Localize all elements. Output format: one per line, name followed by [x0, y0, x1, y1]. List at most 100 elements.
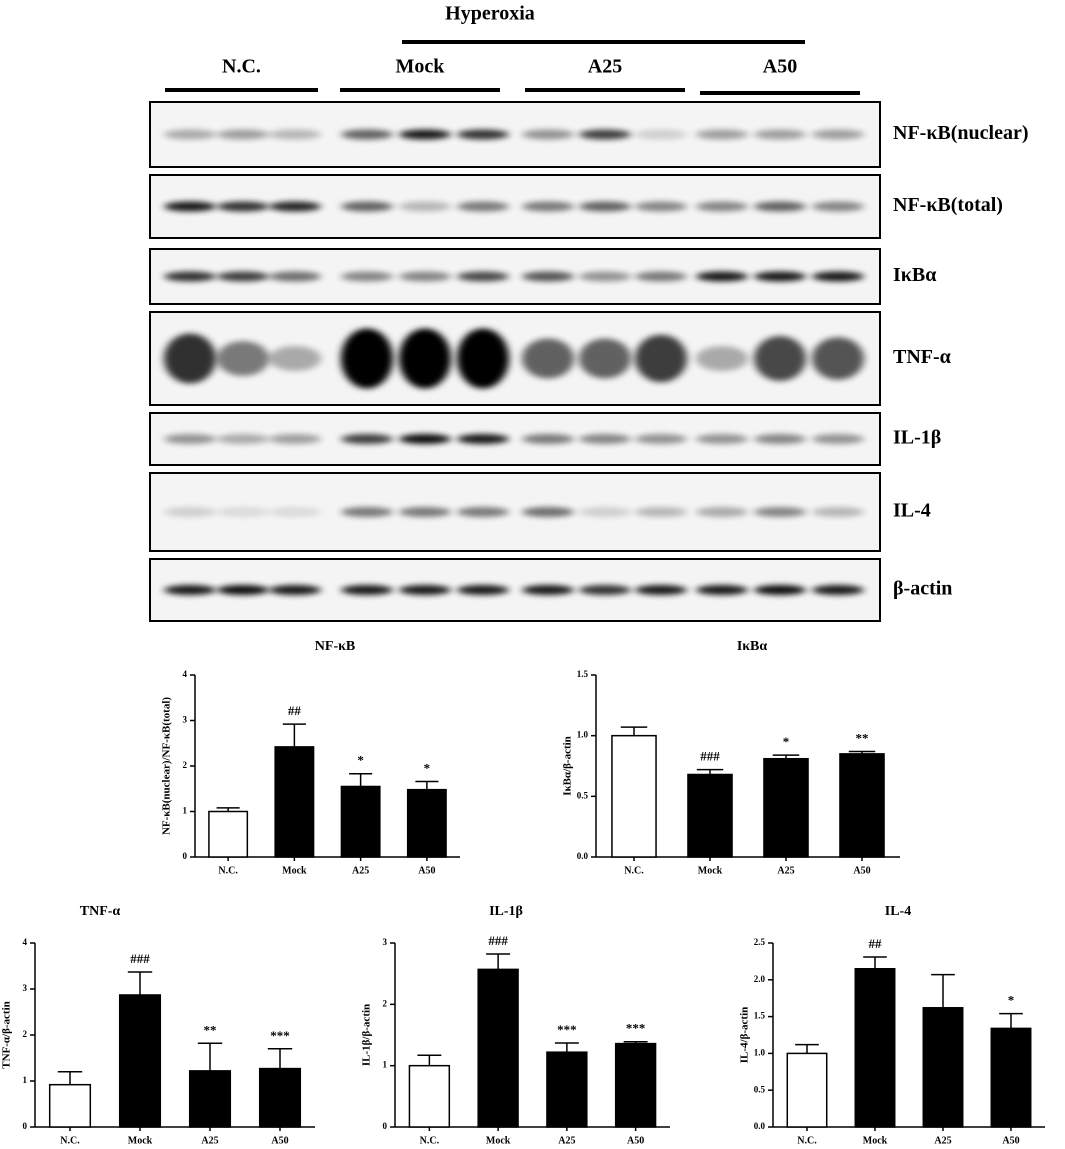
blot-band	[754, 585, 806, 595]
blot-band	[341, 129, 393, 140]
y-tick-label: 3	[23, 983, 28, 993]
error-bar	[696, 768, 724, 775]
x-tick-label: A50	[271, 1135, 288, 1146]
significance-label: *	[783, 734, 790, 749]
blot-band	[457, 585, 509, 595]
y-tick-label: 2.0	[754, 974, 766, 984]
error-bar	[282, 723, 306, 747]
x-tick-label: A50	[418, 865, 435, 876]
blot-band	[696, 129, 748, 140]
blot-band	[217, 585, 269, 595]
chart-title: NF-κB	[315, 639, 355, 654]
y-tick-label: 1.0	[754, 1047, 766, 1057]
blot-band	[696, 585, 748, 595]
blot-band	[217, 271, 269, 282]
blot-band	[635, 129, 687, 140]
blot-band	[217, 507, 269, 517]
error-bar	[623, 1041, 648, 1044]
blot-band	[164, 333, 216, 384]
blot-band	[269, 434, 321, 444]
blot-band	[635, 585, 687, 595]
blot-band	[164, 507, 216, 517]
blot-band	[399, 585, 451, 595]
blot-row-label: TNF-α	[893, 346, 951, 368]
x-tick-label: N.C.	[60, 1135, 80, 1146]
x-tick-label: Mock	[282, 865, 307, 876]
y-tick-label: 2	[183, 760, 188, 770]
x-tick-label: A25	[777, 865, 794, 876]
blot-row-label: NF-κB(nuclear)	[893, 122, 1029, 144]
blot-band	[217, 434, 269, 444]
x-tick-label: A50	[627, 1135, 644, 1146]
bar	[611, 734, 657, 858]
blot-band	[269, 129, 321, 140]
significance-label: *	[1008, 993, 1015, 1008]
blot-band	[164, 585, 216, 595]
y-tick-label: 3	[183, 715, 188, 725]
blot-band	[457, 507, 509, 517]
y-tick-label: 0.5	[754, 1084, 766, 1094]
blot-row-label: NF-κB(total)	[893, 194, 1003, 216]
blot-band	[341, 201, 393, 212]
group-label: Mock	[396, 56, 446, 78]
significance-label: ***	[626, 1021, 646, 1036]
blot-band	[341, 271, 393, 282]
group-label: A50	[763, 56, 797, 78]
y-tick-label: 0.0	[577, 851, 589, 861]
bar	[854, 968, 896, 1128]
error-bar	[620, 726, 648, 736]
error-bar	[417, 1054, 442, 1066]
significance-label: **	[856, 730, 869, 745]
y-tick-label: 0	[23, 1121, 28, 1131]
error-bar	[931, 973, 955, 1008]
y-axis-label: NF-κB(nuclear)/NF-κB(total)	[161, 697, 173, 835]
x-tick-label: A50	[853, 865, 870, 876]
blot-row-label: IL-1β	[893, 427, 941, 449]
blot-band	[341, 434, 393, 444]
significance-label: *	[424, 760, 431, 775]
bar	[48, 1083, 92, 1128]
blot-band	[754, 271, 806, 282]
bar	[188, 1070, 232, 1128]
blot-band	[754, 336, 806, 381]
blot-band	[812, 201, 864, 212]
blot-band	[269, 271, 321, 282]
y-tick-label: 2.5	[754, 937, 766, 947]
blot-band	[579, 434, 631, 444]
blot-band	[754, 201, 806, 212]
significance-label: ##	[288, 703, 302, 718]
x-tick-label: N.C.	[797, 1135, 817, 1146]
bar	[477, 968, 519, 1128]
blot-header: Hyperoxia	[445, 3, 535, 25]
x-tick-label: A50	[1002, 1135, 1019, 1146]
x-tick-label: Mock	[863, 1135, 888, 1146]
blot-band	[754, 129, 806, 140]
significance-label: ##	[869, 936, 883, 951]
blot-band	[812, 434, 864, 444]
x-tick-label: Mock	[128, 1135, 153, 1146]
bar	[118, 994, 162, 1128]
bar	[839, 753, 885, 858]
blot-band	[522, 271, 574, 282]
x-tick-label: Mock	[698, 865, 723, 876]
y-tick-label: 0.5	[577, 790, 589, 800]
significance-label: ###	[700, 749, 720, 764]
bar	[274, 746, 315, 858]
blot-band	[579, 338, 631, 379]
y-axis-label: IL-1β/β-actin	[361, 1004, 373, 1066]
blot-band	[457, 434, 509, 444]
error-bar	[57, 1071, 83, 1085]
bar	[614, 1042, 657, 1128]
error-bar	[795, 1043, 819, 1054]
y-tick-label: 2	[23, 1029, 28, 1039]
blot-band	[164, 271, 216, 282]
blot-band	[754, 434, 806, 444]
error-bar	[848, 750, 876, 754]
x-tick-label: A25	[201, 1135, 218, 1146]
blot-band	[696, 507, 748, 517]
blot-band	[579, 585, 631, 595]
blot-band	[399, 328, 451, 389]
blot-band	[217, 129, 269, 140]
